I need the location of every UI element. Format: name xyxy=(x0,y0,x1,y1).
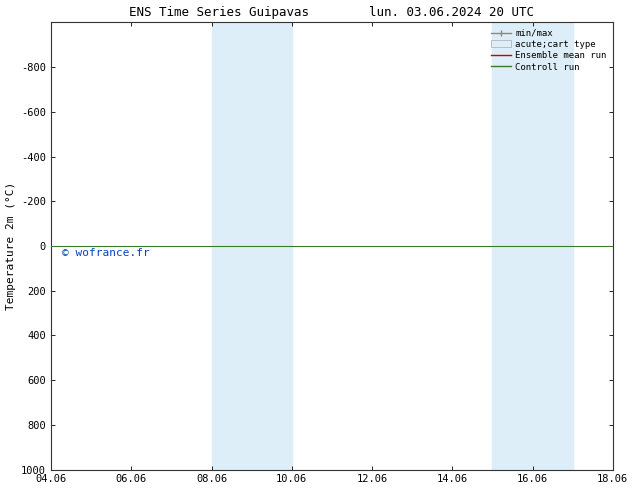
Bar xyxy=(493,23,573,469)
Text: © wofrance.fr: © wofrance.fr xyxy=(62,248,150,258)
Title: ENS Time Series Guipavas        lun. 03.06.2024 20 UTC: ENS Time Series Guipavas lun. 03.06.2024… xyxy=(129,5,534,19)
Bar xyxy=(212,23,292,469)
Y-axis label: Temperature 2m (°C): Temperature 2m (°C) xyxy=(6,182,16,310)
Legend: min/max, acute;cart type, Ensemble mean run, Controll run: min/max, acute;cart type, Ensemble mean … xyxy=(489,27,608,74)
